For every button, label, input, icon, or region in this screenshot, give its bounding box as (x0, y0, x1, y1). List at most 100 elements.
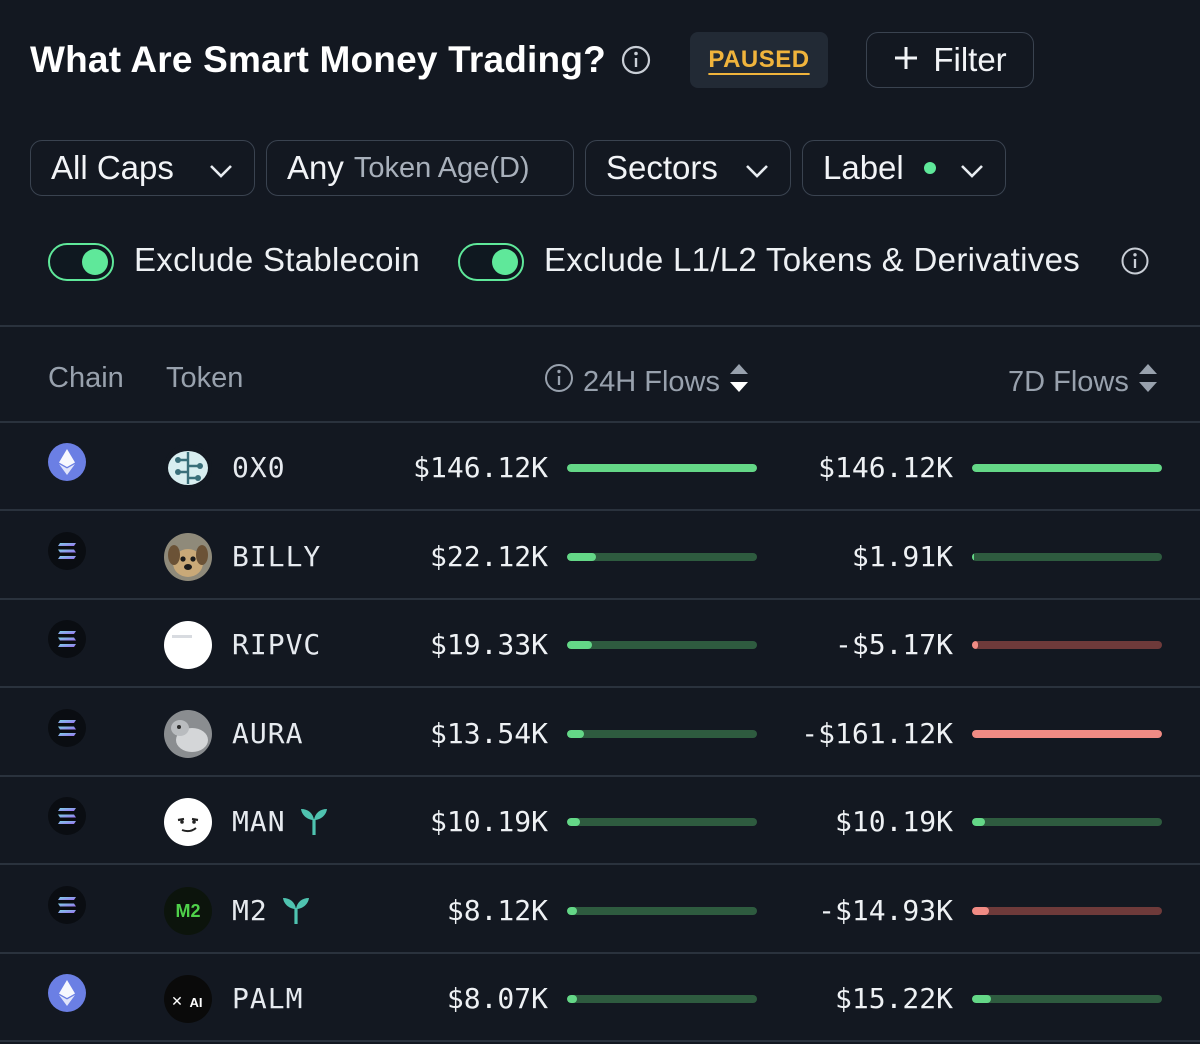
table-row[interactable]: ✕ AI PALM $8.07K $15.22K (0, 954, 1200, 1042)
sort-icon[interactable] (1137, 362, 1159, 402)
flow-24h-value: $146.12K (413, 451, 548, 484)
exclude-stablecoin-toggle[interactable] (48, 243, 114, 281)
token-age-value: Any (287, 149, 344, 186)
column-header-7d-label: 7D Flows (1008, 365, 1129, 398)
page-header: What Are Smart Money Trading? (30, 30, 652, 90)
solana-chain-icon (48, 797, 86, 835)
blank-icon (164, 621, 212, 669)
flow-7d-bar-fill (972, 464, 1162, 472)
add-filter-button[interactable]: Filter (866, 32, 1034, 88)
table-row[interactable]: 0X0 $146.12K $146.12K (0, 423, 1200, 511)
solana-chain-icon (48, 708, 86, 747)
token-age-dropdown[interactable]: Any Token Age(D) (266, 140, 574, 196)
flow-24h-bar (567, 552, 757, 561)
flow-7d-value: $146.12K (818, 451, 953, 484)
divider (0, 421, 1200, 423)
info-icon[interactable] (1120, 246, 1150, 281)
solana-chain-icon (48, 531, 86, 570)
caps-dropdown-label: All Caps (51, 149, 174, 186)
table-row[interactable]: M2 M2 $8.12K -$14.93K (0, 866, 1200, 954)
plus-icon (893, 41, 919, 79)
token-name[interactable]: AURA (232, 716, 304, 750)
token-name[interactable]: 0X0 (232, 451, 286, 484)
flow-24h-value: $13.54K (429, 716, 548, 750)
column-header-chain: Chain (48, 362, 124, 395)
flow-24h-bar (567, 818, 757, 826)
caps-dropdown[interactable]: All Caps (30, 140, 255, 196)
flow-24h-value: $19.33K (429, 628, 548, 661)
sprout-icon (280, 894, 312, 931)
flow-7d-bar (972, 906, 1162, 915)
flow-24h-bar (567, 995, 757, 1003)
flow-7d-value: -$161.12K (801, 716, 953, 750)
flow-24h-value: $8.12K (446, 893, 548, 927)
m2-logo-icon: M2 (164, 886, 212, 935)
table-row[interactable]: AURA $13.54K -$161.12K (0, 689, 1200, 777)
table-row[interactable]: MAN $10.19K $10.19K (0, 777, 1200, 865)
chevron-down-icon (959, 149, 985, 187)
flow-24h-bar (567, 464, 757, 472)
flow-7d-bar (972, 641, 1162, 649)
divider (0, 325, 1200, 327)
column-header-24h-flows[interactable]: 24H Flows (543, 362, 750, 402)
chevron-down-icon (208, 149, 234, 187)
status-badge[interactable]: PAUSED (690, 32, 828, 88)
flow-7d-bar-fill (972, 818, 986, 826)
flow-7d-bar (972, 729, 1162, 738)
flow-7d-value: $1.91K (851, 539, 953, 573)
token-name[interactable]: PALM (232, 982, 304, 1015)
token-name[interactable]: RIPVC (232, 628, 322, 661)
page-title: What Are Smart Money Trading? (30, 39, 606, 80)
column-header-token: Token (166, 362, 243, 395)
flow-7d-bar (972, 552, 1162, 561)
column-header-token-label: Token (166, 362, 244, 394)
flow-24h-bar-fill (567, 552, 596, 561)
exclude-l1l2-label: Exclude L1/L2 Tokens & Derivatives (544, 241, 1081, 278)
sort-icon[interactable] (728, 362, 750, 402)
flow-24h-bar (567, 729, 757, 738)
palm-ai-icon: ✕ AI (164, 975, 212, 1023)
info-icon[interactable] (543, 362, 575, 402)
solana-chain-icon (48, 885, 86, 924)
filter-button-label: Filter (933, 41, 1007, 78)
sectors-dropdown[interactable]: Sectors (585, 140, 791, 196)
flow-24h-bar-fill (567, 729, 585, 738)
svg-text:AI: AI (190, 995, 203, 1010)
flow-24h-value: $10.19K (429, 805, 548, 838)
table-row[interactable]: BILLY $22.12K $1.91K (0, 512, 1200, 600)
flow-24h-value: $22.12K (429, 539, 548, 573)
flow-7d-bar-fill (972, 995, 991, 1003)
exclude-l1l2-toggle[interactable] (458, 243, 524, 281)
token-name[interactable]: MAN (232, 805, 286, 838)
exclude-stablecoin-label: Exclude Stablecoin (134, 241, 421, 278)
flow-7d-bar-fill (972, 641, 978, 649)
flow-7d-value: -$14.93K (818, 893, 953, 927)
sectors-dropdown-label: Sectors (606, 149, 718, 186)
flow-7d-bar-fill (972, 729, 1162, 738)
flow-24h-bar-fill (567, 906, 577, 915)
flow-24h-bar-fill (567, 995, 577, 1003)
solana-chain-icon (48, 620, 86, 658)
column-header-24h-label: 24H Flows (583, 365, 720, 398)
photo-icon (164, 709, 212, 758)
flow-24h-value: $8.07K (446, 982, 548, 1015)
brain-icon (164, 444, 212, 492)
token-name[interactable]: M2 (232, 893, 268, 927)
flow-24h-bar (567, 906, 757, 915)
dog-icon (164, 532, 212, 581)
flow-7d-value: -$5.17K (834, 628, 953, 661)
column-header-chain-label: Chain (48, 362, 124, 394)
label-dropdown[interactable]: Label (802, 140, 1006, 196)
sprout-icon (298, 805, 330, 842)
flow-24h-bar-fill (567, 464, 757, 472)
info-icon[interactable] (620, 44, 652, 76)
table-row[interactable]: RIPVC $19.33K -$5.17K (0, 600, 1200, 688)
flow-24h-bar (567, 641, 757, 649)
column-header-7d-flows[interactable]: 7D Flows (1008, 362, 1159, 402)
token-age-label: Token Age(D) (353, 151, 530, 184)
svg-text:M2: M2 (175, 901, 200, 921)
flow-7d-value: $15.22K (834, 982, 953, 1015)
token-name[interactable]: BILLY (232, 539, 322, 573)
label-dropdown-label: Label (823, 149, 904, 186)
flow-7d-bar-fill (972, 552, 974, 561)
